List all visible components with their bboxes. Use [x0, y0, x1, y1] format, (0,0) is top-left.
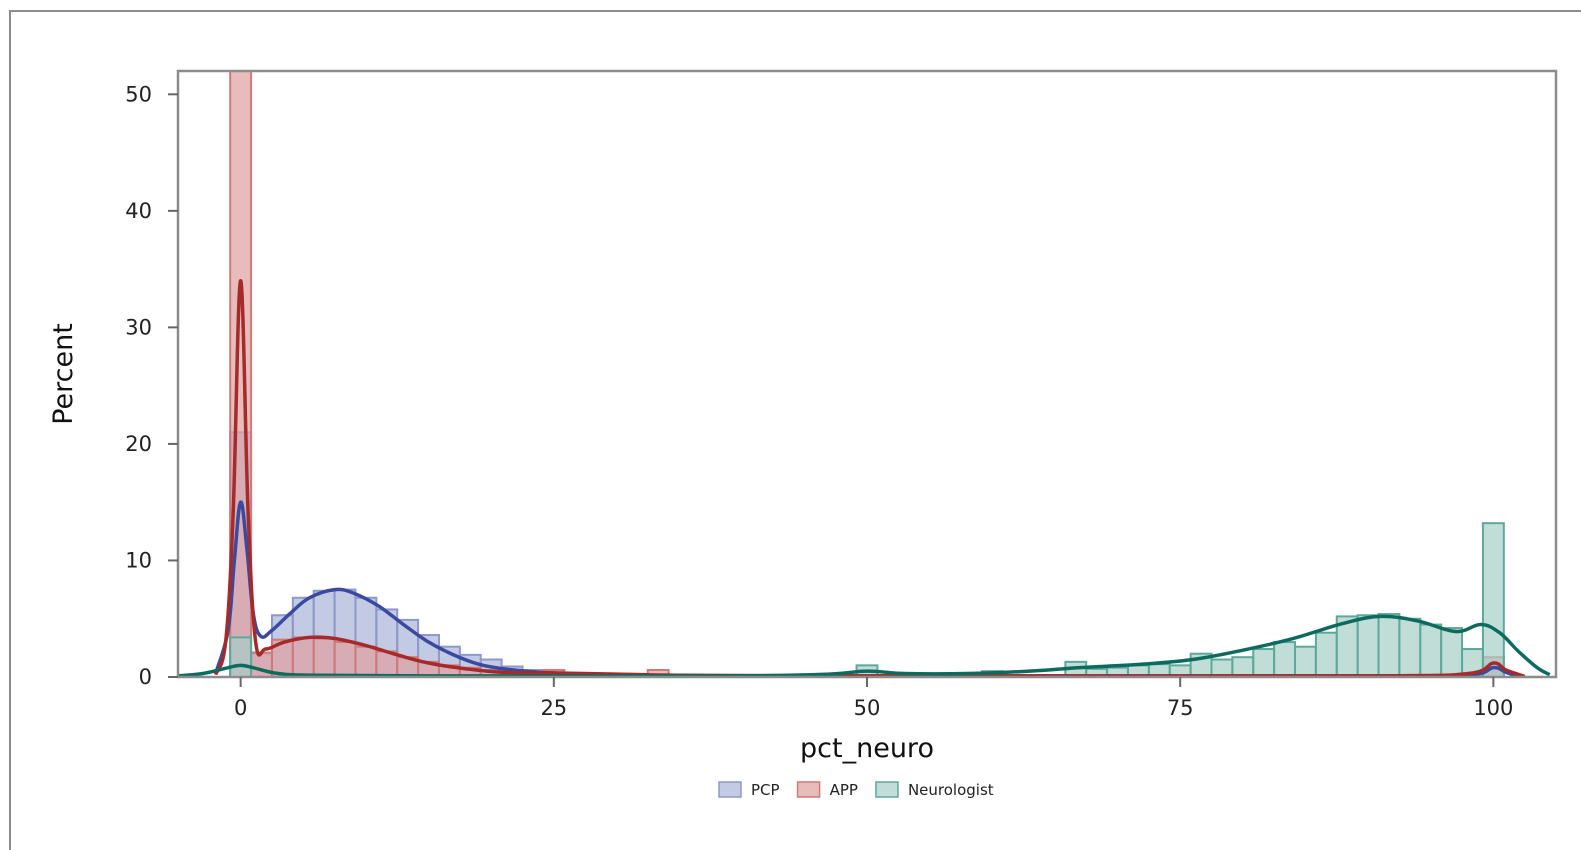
bar-neurologist-17 [1356, 614, 1380, 679]
legend: PCP APP Neurologist [718, 781, 994, 799]
bars-layer [229, 70, 1505, 679]
y-tick-label-30: 30 [125, 315, 152, 339]
bar-neurologist-20 [1419, 623, 1443, 678]
x-axis-ticks: 0 25 50 75 100 [234, 677, 1513, 720]
y-tick-label-20: 20 [125, 432, 152, 456]
plot-area-border [176, 69, 1558, 679]
bar-app-5 [333, 641, 357, 678]
bar-neurologist-23 [1481, 522, 1505, 679]
legend-swatch-app [796, 781, 821, 798]
x-tick-label-0: 0 [234, 696, 247, 720]
bar-neurologist-18 [1377, 613, 1401, 678]
bar-app-4 [312, 637, 336, 678]
bar-neurologist-13 [1273, 641, 1297, 678]
y-tick-label-10: 10 [125, 548, 152, 572]
y-tick-label-40: 40 [125, 199, 152, 223]
bar-neurologist-12 [1252, 648, 1276, 678]
x-tick-label-75: 75 [1167, 696, 1194, 720]
bar-neurologist-11 [1231, 656, 1255, 679]
bar-neurologist-15 [1314, 631, 1338, 679]
chart-frame [9, 10, 1581, 850]
legend-label-pcp: PCP [751, 781, 780, 799]
bar-neurologist-14 [1294, 645, 1317, 679]
legend-label-app: APP [830, 781, 858, 799]
bar-neurologist-19 [1398, 617, 1422, 679]
bar-neurologist-21 [1440, 627, 1464, 678]
legend-swatch-pcp [718, 781, 742, 798]
y-tick-label-50: 50 [125, 82, 152, 106]
bar-app-6 [354, 645, 378, 679]
y-axis-ticks: 0 10 20 30 40 50 [125, 82, 178, 689]
legend-label-neurologist: Neurologist [908, 781, 994, 799]
bar-neurologist-0 [229, 636, 253, 679]
density-curve-app [213, 279, 1526, 679]
density-curve-neurologist [177, 614, 1551, 678]
x-axis-label: pct_neuro [800, 733, 934, 764]
bar-app-3 [291, 636, 315, 679]
x-tick-label-100: 100 [1473, 696, 1513, 720]
x-tick-label-50: 50 [854, 696, 881, 720]
legend-swatch-neurologist [875, 781, 899, 798]
y-tick-label-0: 0 [139, 665, 152, 689]
y-axis-label: Percent [48, 323, 79, 425]
x-tick-label-25: 25 [540, 696, 567, 720]
